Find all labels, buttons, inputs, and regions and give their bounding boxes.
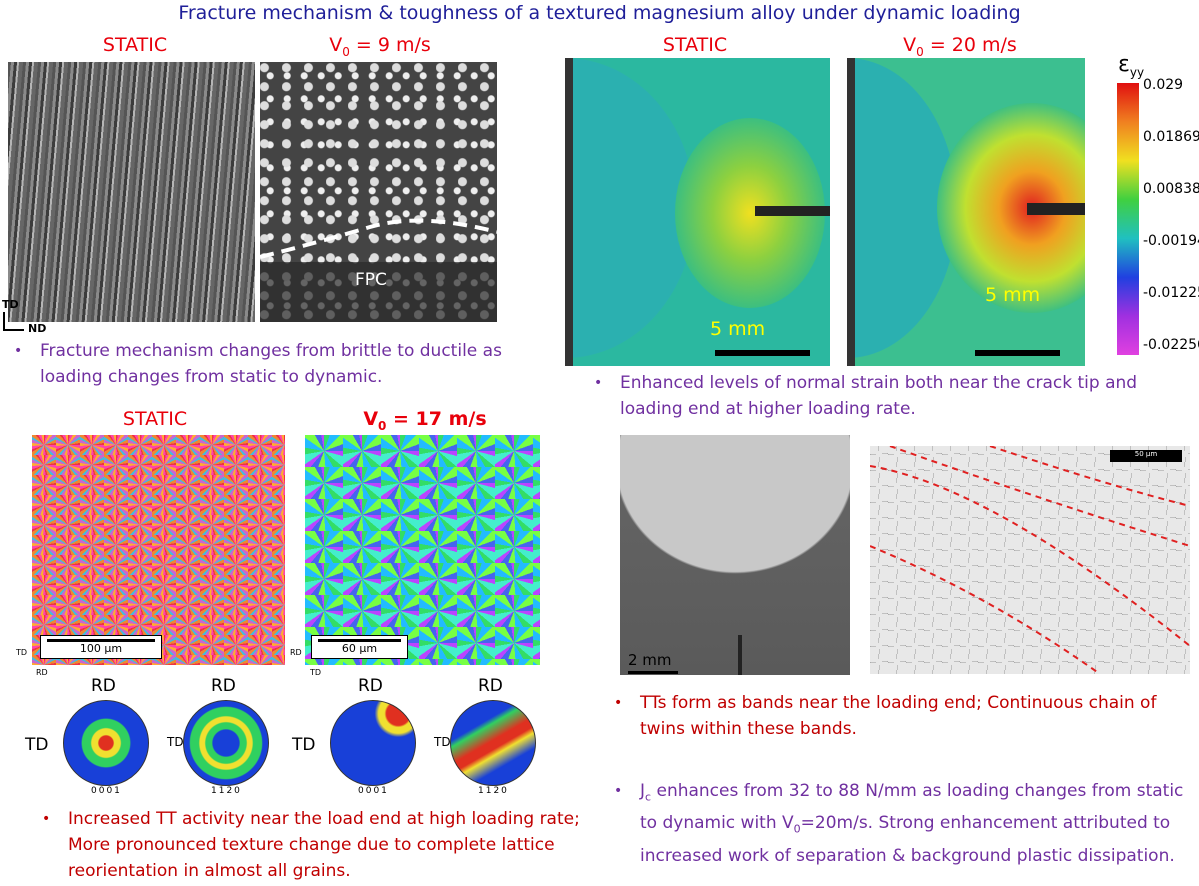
scale-label: 100 µm (79, 642, 123, 655)
colorbar-tick-label: -0.01225 (1143, 285, 1199, 301)
colorbar-label: εyy (1118, 52, 1144, 79)
notch (738, 635, 742, 675)
axis-label: TD (16, 648, 28, 657)
bullet: TTs form as bands near the loading end; … (614, 690, 1180, 742)
text: = 9 m/s (349, 34, 431, 56)
text: = 20 m/s (923, 34, 1017, 56)
pole-label: RD (358, 676, 383, 696)
bullet: Fracture mechanism changes from brittle … (14, 338, 550, 390)
dic-field (565, 58, 830, 366)
axis-label: RD (290, 648, 302, 657)
pole-label: 1120 (478, 786, 509, 796)
colorbar-tick-label: -0.00194 (1143, 233, 1199, 249)
text: 0 (793, 822, 801, 836)
pole-label: RD (478, 676, 503, 696)
ebsd-map: 60 µm (305, 435, 540, 665)
title: Fracture mechanism & toughness of a text… (178, 2, 1021, 24)
scale-label: 60 µm (341, 642, 378, 655)
pole-label: 0001 (358, 786, 389, 796)
bullet: Enhanced levels of normal strain both ne… (594, 370, 1190, 422)
text: = 17 m/s (386, 408, 487, 430)
scale-label: 5 mm (985, 284, 1041, 306)
scale-bar (628, 671, 678, 674)
photo: 2 mm (620, 435, 850, 675)
pole-label: RD (211, 676, 236, 696)
axis-arrows (3, 312, 24, 331)
pole-figure (183, 700, 269, 786)
sem-image (8, 62, 255, 322)
axis-label: RD (36, 668, 48, 677)
colorbar-tick-label: 0.029 (1143, 77, 1184, 93)
scale-label: 2 mm (628, 651, 672, 669)
pole-figure (63, 700, 149, 786)
text: V (329, 34, 343, 56)
colorbar-tick-label: 0.00838 (1143, 181, 1199, 197)
axis-label: ND (28, 322, 47, 335)
pole-label: TD (434, 735, 451, 749)
twin-bands (870, 446, 1190, 674)
pole-figure (450, 700, 536, 786)
scale-bar (975, 350, 1060, 356)
pole-label: RD (91, 676, 116, 696)
pole-figure (330, 700, 416, 786)
text: V (363, 408, 379, 430)
axis-label: TD (310, 668, 322, 677)
text: J (640, 781, 646, 801)
fpc-label: FPC (355, 270, 387, 290)
scale-box: 60 µm (311, 635, 408, 659)
pole-label: 1120 (211, 786, 242, 796)
scale-bar (715, 350, 810, 356)
scale-bar (47, 639, 155, 642)
colorbar-tick-label: 0.01869 (1143, 129, 1199, 145)
pole-label: TD (25, 735, 49, 755)
label: STATIC (102, 34, 168, 56)
text: yy (1129, 65, 1145, 80)
fpc-boundary (260, 218, 497, 322)
sem-image: FPC (260, 62, 497, 322)
axis-label: TD (2, 298, 19, 311)
bullet: Jc enhances from 32 to 88 N/mm as loadin… (614, 778, 1190, 869)
text: ε (1118, 52, 1130, 77)
pole-label: TD (292, 735, 316, 755)
pole-label: 0001 (91, 786, 122, 796)
scale-bar (318, 639, 401, 642)
scale-label: 50 µm (1110, 450, 1182, 462)
scale-label: 5 mm (710, 318, 766, 340)
label: V0 = 17 m/s (330, 408, 520, 433)
dic-field (847, 58, 1085, 366)
text: 0 (342, 44, 350, 59)
text: 0 (378, 418, 387, 433)
label: V0 = 20 m/s (870, 34, 1050, 59)
text: V (903, 34, 917, 56)
text: enhances from 32 to 88 N/mm as loading c… (640, 781, 1184, 834)
colorbar (1117, 83, 1139, 355)
colorbar-tick-label: -0.02256 (1143, 337, 1199, 353)
micrograph: 50 µm (870, 446, 1190, 674)
bullet: Increased TT activity near the load end … (42, 806, 598, 884)
pole-label: TD (167, 735, 184, 749)
ebsd-map: 100 µm (32, 435, 285, 665)
text: =20m/s. Strong enhancement attributed to… (640, 813, 1175, 866)
label: STATIC (662, 34, 728, 56)
text: c (645, 790, 652, 804)
scale-box: 100 µm (40, 635, 162, 659)
text: 0 (916, 44, 924, 59)
label: STATIC (122, 408, 188, 430)
label: V0 = 9 m/s (280, 34, 480, 59)
